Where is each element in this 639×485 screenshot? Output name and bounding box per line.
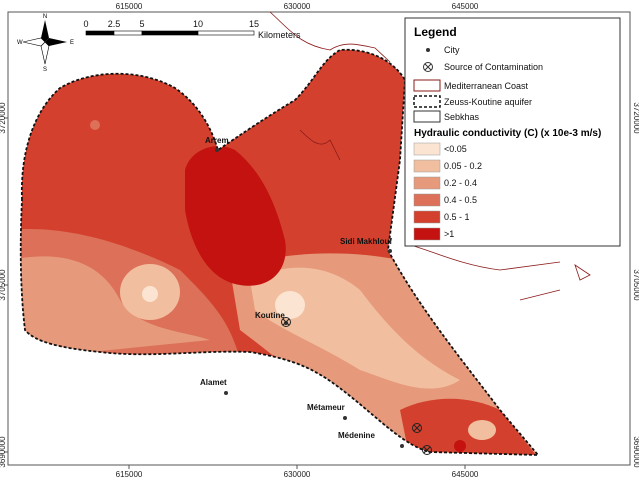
x-coord-label: 645000 [452,470,479,479]
source-symbol [423,62,433,72]
legend-city: City [444,45,460,55]
compass: N S E W [17,14,74,73]
legend-coast: Mediterranean Coast [444,81,529,91]
city-marker [343,416,347,420]
city-label: Alamet [200,378,227,387]
x-coord-label: 615000 [116,470,143,479]
class-label: 0.5 - 1 [444,212,470,222]
y-coord-label: 3720000 [0,102,7,134]
scale-segment [113,30,143,36]
class-swatch [413,210,441,224]
city-marker [224,391,228,395]
scale-label: 5 [139,19,144,29]
scale-label: 15 [249,19,259,29]
city-label: Arrem [205,136,229,145]
scale-unit: Kilometers [258,30,301,40]
scale-segment [85,30,115,36]
y-coord-label-right: 3705000 [632,269,639,301]
legend-box [404,17,621,247]
class-swatch [413,193,441,207]
city-label: Koutine [255,311,285,320]
compass-e: E [70,40,74,46]
scale-bar: Kilometers 0 2.5 5 10 15 [83,19,301,40]
compass-w: W [17,40,23,46]
aquifer-symbol [413,95,441,108]
scale-label: 10 [193,19,203,29]
x-coord-label-top: 630000 [284,2,311,11]
y-coord-label: 3705000 [0,269,7,301]
source-cross [423,446,431,454]
city-marker [215,148,219,152]
aquifer-boundary [19,48,540,456]
scale-label: 0 [83,19,88,29]
city-label: Métameur [307,403,345,412]
x-coord-label: 630000 [284,470,311,479]
city-label: Sidi Makhlouf [340,237,392,246]
legend: Legend City Source of Contamination Medi… [404,17,621,247]
legend-source: Source of Contamination [444,62,543,72]
y-coord-label-right: 3720000 [632,102,639,134]
class-label: 0.05 - 0.2 [444,161,482,171]
scale-segment [197,30,255,36]
class-swatch [413,142,441,156]
y-coord-label: 3690000 [0,436,7,468]
compass-s: S [43,67,47,73]
coastline [269,11,591,301]
scale-label: 2.5 [108,19,121,29]
class-swatch [413,159,441,173]
class-label: <0.05 [444,144,467,154]
source-marker [412,423,422,433]
source-symbol-cross [424,63,432,71]
class-swatch [413,227,441,241]
city-label: Médenine [338,431,375,440]
class-label: 0.2 - 0.4 [444,178,477,188]
compass-n: N [43,14,47,20]
conductivity-title: Hydraulic conductivity (C) (x 10e-3 m/s) [414,128,601,139]
source-marker [422,445,432,455]
source-cross [413,424,421,432]
source-marker [281,317,291,327]
y-coord-label-right: 3690000 [632,436,639,468]
city-symbol [426,48,430,52]
city-marker [388,249,392,253]
city-marker [400,444,404,448]
scale-segment [141,30,199,36]
city-marker [284,321,288,325]
x-coord-label-top: 615000 [116,2,143,11]
class-label: >1 [444,229,454,239]
class-label: 0.4 - 0.5 [444,195,477,205]
legend-title: Legend [414,25,457,39]
source-cross [282,318,290,326]
coast-symbol [413,79,441,92]
x-coord-label-top: 645000 [452,2,479,11]
legend-sebkhas: Sebkhas [444,112,480,122]
class-swatch [413,176,441,190]
legend-aquifer: Zeuss-Koutine aquifer [444,97,532,107]
sebkhas-symbol [413,110,441,123]
